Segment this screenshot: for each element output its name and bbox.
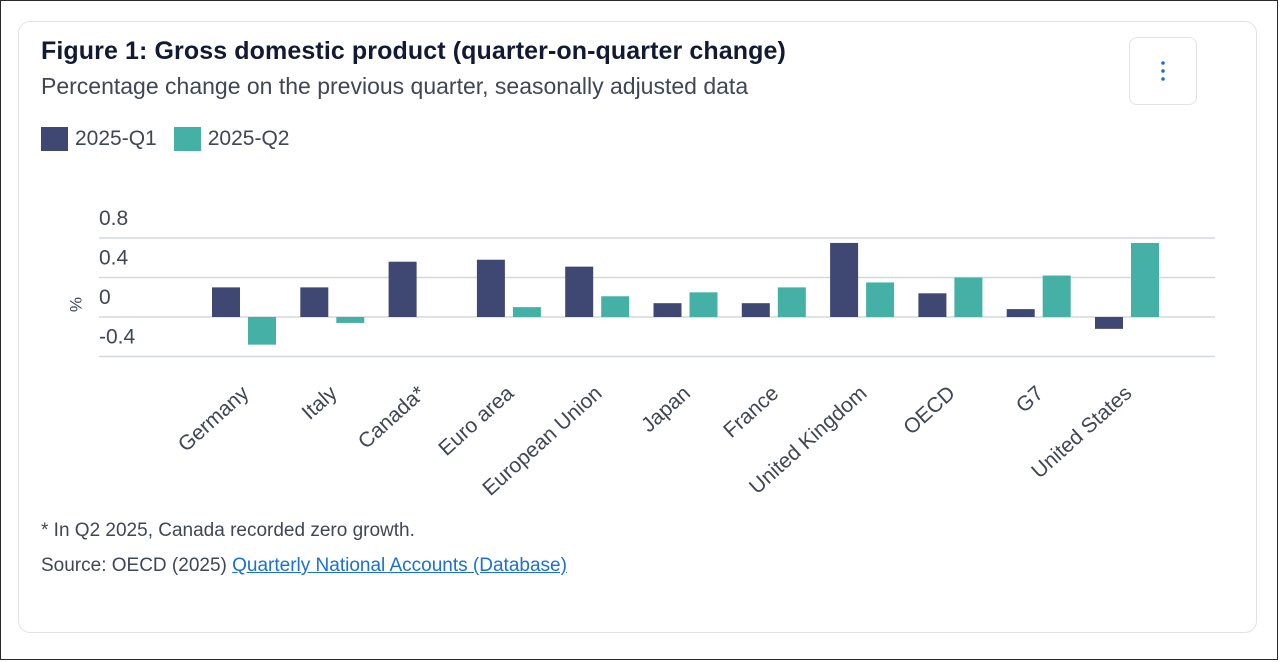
x-tick-label: Japan	[637, 382, 695, 437]
bar-q2	[1042, 275, 1071, 317]
x-tick-label: Germany	[174, 381, 254, 456]
x-tick-label: G7	[1012, 382, 1048, 418]
bar-q1	[476, 259, 505, 317]
source-link[interactable]: Quarterly National Accounts (Database)	[232, 555, 567, 576]
bar-q1	[388, 261, 417, 317]
legend-item-q1[interactable]: 2025-Q1	[41, 127, 157, 151]
y-tick-label: 0.4	[99, 247, 129, 270]
kebab-menu-icon	[1161, 61, 1165, 81]
bar-q2	[601, 296, 630, 317]
legend-swatch-q2	[173, 127, 201, 151]
y-axis-label: %	[66, 297, 85, 312]
bar-q1	[212, 287, 240, 317]
y-tick-label: 0.8	[99, 207, 128, 230]
chart-footnote: * In Q2 2025, Canada recorded zero growt…	[41, 520, 415, 541]
bar-q1	[918, 293, 947, 317]
x-tick-label: Italy	[298, 381, 342, 424]
legend-item-q2[interactable]: 2025-Q2	[173, 127, 290, 151]
legend-label-q1: 2025-Q1	[75, 127, 157, 150]
bar-q2	[248, 317, 276, 345]
x-tick-label: OECD	[899, 382, 959, 440]
y-tick-label: 0	[99, 286, 111, 309]
legend-label-q2: 2025-Q2	[207, 127, 290, 150]
y-tick-label: -0.4	[99, 326, 136, 349]
bar-q2	[1131, 242, 1159, 317]
source-prefix: Source: OECD (2025)	[41, 555, 233, 576]
bar-q1	[830, 242, 859, 317]
bar-q1	[300, 287, 329, 317]
chart-source: Source: OECD (2025) Quarterly National A…	[41, 555, 567, 577]
x-tick-label: France	[719, 382, 783, 443]
bar-q2	[336, 317, 365, 323]
legend-swatch-q1	[41, 127, 68, 151]
chart-card	[18, 21, 1257, 633]
bar-q1	[1095, 317, 1123, 329]
bar-q1	[741, 303, 770, 317]
bar-q2	[512, 307, 541, 317]
chart-options-button[interactable]	[1129, 37, 1197, 105]
bar-q1	[565, 266, 594, 317]
bar-q2	[777, 287, 806, 317]
bar-q2	[689, 292, 718, 317]
chart-title: Figure 1: Gross domestic product (quarte…	[41, 37, 786, 65]
x-tick-label: Euro area	[434, 381, 518, 460]
chart-legend: 2025-Q1 2025-Q2	[41, 127, 306, 151]
bar-q1	[653, 303, 682, 317]
bar-q2	[866, 282, 895, 317]
chart-subtitle: Percentage change on the previous quarte…	[41, 73, 749, 99]
bar-q1	[1006, 309, 1035, 317]
x-tick-label: Canada*	[354, 382, 430, 454]
bar-q2	[954, 277, 983, 317]
